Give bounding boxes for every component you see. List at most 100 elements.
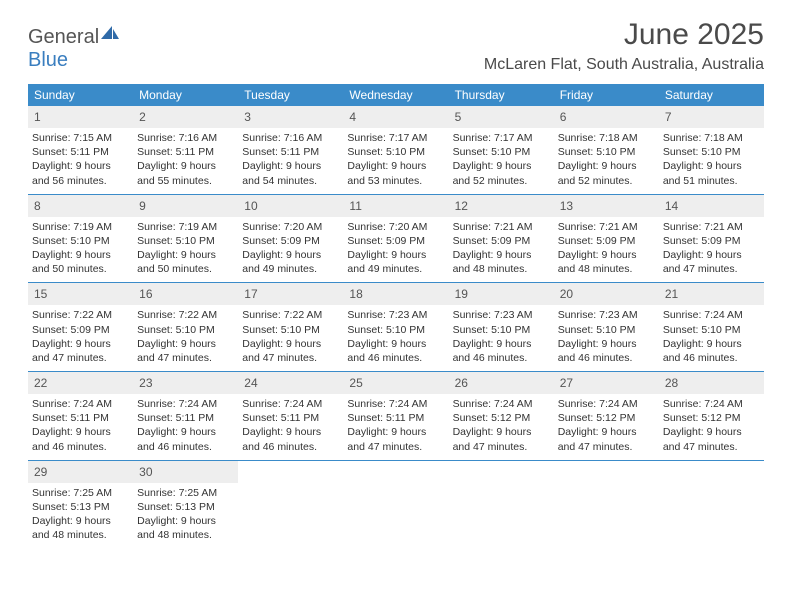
day-number-row: 2 bbox=[133, 106, 238, 128]
calendar-day: 3Sunrise: 7:16 AMSunset: 5:11 PMDaylight… bbox=[238, 106, 343, 194]
calendar-day: 5Sunrise: 7:17 AMSunset: 5:10 PMDaylight… bbox=[449, 106, 554, 194]
day-number: 22 bbox=[34, 376, 47, 390]
calendar-day: 4Sunrise: 7:17 AMSunset: 5:10 PMDaylight… bbox=[343, 106, 448, 194]
day-number-row: 29 bbox=[28, 461, 133, 483]
day-info-line: and 47 minutes. bbox=[663, 262, 760, 276]
day-info-line: Sunset: 5:12 PM bbox=[453, 411, 550, 425]
calendar-day: 28Sunrise: 7:24 AMSunset: 5:12 PMDayligh… bbox=[659, 372, 764, 460]
day-info-line: Daylight: 9 hours bbox=[32, 248, 129, 262]
day-info-line: Daylight: 9 hours bbox=[347, 248, 444, 262]
day-number: 2 bbox=[139, 110, 146, 124]
day-info-line: Daylight: 9 hours bbox=[347, 159, 444, 173]
day-info-line: Sunset: 5:10 PM bbox=[137, 234, 234, 248]
day-number-row: 15 bbox=[28, 283, 133, 305]
day-info-line: and 48 minutes. bbox=[558, 262, 655, 276]
day-info-line: Sunset: 5:09 PM bbox=[453, 234, 550, 248]
day-number: 27 bbox=[560, 376, 573, 390]
day-info-line: Daylight: 9 hours bbox=[242, 425, 339, 439]
day-info-line: Sunrise: 7:23 AM bbox=[347, 308, 444, 322]
sail-icon bbox=[101, 26, 119, 45]
day-info-line: Sunset: 5:11 PM bbox=[32, 411, 129, 425]
day-number-row: 5 bbox=[449, 106, 554, 128]
weekday-header: Wednesday bbox=[343, 84, 448, 106]
day-number: 19 bbox=[455, 287, 468, 301]
day-info-line: Daylight: 9 hours bbox=[137, 159, 234, 173]
day-info-line: Daylight: 9 hours bbox=[32, 514, 129, 528]
day-info-line: Sunset: 5:10 PM bbox=[32, 234, 129, 248]
calendar-day: 17Sunrise: 7:22 AMSunset: 5:10 PMDayligh… bbox=[238, 283, 343, 371]
day-info-line: Daylight: 9 hours bbox=[663, 248, 760, 262]
day-info-line: and 46 minutes. bbox=[137, 440, 234, 454]
calendar-week: 22Sunrise: 7:24 AMSunset: 5:11 PMDayligh… bbox=[28, 372, 764, 461]
day-info-line: Sunset: 5:11 PM bbox=[242, 145, 339, 159]
day-number: 28 bbox=[665, 376, 678, 390]
day-info-line: Sunset: 5:10 PM bbox=[558, 323, 655, 337]
calendar-day: 19Sunrise: 7:23 AMSunset: 5:10 PMDayligh… bbox=[449, 283, 554, 371]
day-number-row: 20 bbox=[554, 283, 659, 305]
day-number: 18 bbox=[349, 287, 362, 301]
day-number: 14 bbox=[665, 199, 678, 213]
calendar-day: 6Sunrise: 7:18 AMSunset: 5:10 PMDaylight… bbox=[554, 106, 659, 194]
day-info-line: Daylight: 9 hours bbox=[663, 337, 760, 351]
weekday-header: Sunday bbox=[28, 84, 133, 106]
calendar-day: 9Sunrise: 7:19 AMSunset: 5:10 PMDaylight… bbox=[133, 195, 238, 283]
day-info-line: and 47 minutes. bbox=[347, 440, 444, 454]
weekday-header: Thursday bbox=[449, 84, 554, 106]
day-number-row: 23 bbox=[133, 372, 238, 394]
day-info-line: Sunrise: 7:24 AM bbox=[32, 397, 129, 411]
day-info-line: and 55 minutes. bbox=[137, 174, 234, 188]
day-info-line: and 47 minutes. bbox=[558, 440, 655, 454]
calendar-day: 15Sunrise: 7:22 AMSunset: 5:09 PMDayligh… bbox=[28, 283, 133, 371]
page-header: General Blue June 2025 McLaren Flat, Sou… bbox=[28, 18, 764, 74]
day-info-line: Sunset: 5:09 PM bbox=[558, 234, 655, 248]
day-info-line: Sunset: 5:10 PM bbox=[347, 145, 444, 159]
day-info-line: and 50 minutes. bbox=[32, 262, 129, 276]
day-info-line: Sunrise: 7:24 AM bbox=[347, 397, 444, 411]
day-info-line: Sunset: 5:10 PM bbox=[453, 145, 550, 159]
day-number: 3 bbox=[244, 110, 251, 124]
calendar-day: 22Sunrise: 7:24 AMSunset: 5:11 PMDayligh… bbox=[28, 372, 133, 460]
day-info-line: and 46 minutes. bbox=[242, 440, 339, 454]
day-number: 16 bbox=[139, 287, 152, 301]
day-number-row: 25 bbox=[343, 372, 448, 394]
day-info-line: Sunset: 5:09 PM bbox=[347, 234, 444, 248]
day-info-line: Sunrise: 7:22 AM bbox=[242, 308, 339, 322]
calendar-day: 7Sunrise: 7:18 AMSunset: 5:10 PMDaylight… bbox=[659, 106, 764, 194]
weekday-header: Friday bbox=[554, 84, 659, 106]
day-info-line: and 46 minutes. bbox=[32, 440, 129, 454]
weekday-header: Tuesday bbox=[238, 84, 343, 106]
day-number: 5 bbox=[455, 110, 462, 124]
day-info-line: Daylight: 9 hours bbox=[137, 337, 234, 351]
day-info-line: Daylight: 9 hours bbox=[558, 159, 655, 173]
day-info-line: Sunrise: 7:19 AM bbox=[137, 220, 234, 234]
day-number-row: 13 bbox=[554, 195, 659, 217]
day-number: 7 bbox=[665, 110, 672, 124]
calendar-day: 1Sunrise: 7:15 AMSunset: 5:11 PMDaylight… bbox=[28, 106, 133, 194]
day-info-line: and 48 minutes. bbox=[32, 528, 129, 542]
day-info-line: Sunset: 5:11 PM bbox=[347, 411, 444, 425]
calendar-page: General Blue June 2025 McLaren Flat, Sou… bbox=[0, 0, 792, 548]
day-info-line: Sunrise: 7:22 AM bbox=[137, 308, 234, 322]
day-info-line: Sunrise: 7:15 AM bbox=[32, 131, 129, 145]
day-number-row: 1 bbox=[28, 106, 133, 128]
day-info-line: Sunset: 5:10 PM bbox=[558, 145, 655, 159]
day-number: 4 bbox=[349, 110, 356, 124]
title-block: June 2025 McLaren Flat, South Australia,… bbox=[484, 18, 764, 74]
calendar-day: 13Sunrise: 7:21 AMSunset: 5:09 PMDayligh… bbox=[554, 195, 659, 283]
day-info-line: Sunrise: 7:21 AM bbox=[453, 220, 550, 234]
day-info-line: Sunset: 5:11 PM bbox=[137, 145, 234, 159]
day-info-line: and 49 minutes. bbox=[242, 262, 339, 276]
calendar-day: 16Sunrise: 7:22 AMSunset: 5:10 PMDayligh… bbox=[133, 283, 238, 371]
day-info-line: Sunrise: 7:16 AM bbox=[137, 131, 234, 145]
calendar-grid: Sunday Monday Tuesday Wednesday Thursday… bbox=[28, 84, 764, 548]
day-info-line: Daylight: 9 hours bbox=[453, 248, 550, 262]
day-info-line: Sunrise: 7:23 AM bbox=[558, 308, 655, 322]
calendar-day bbox=[659, 461, 764, 549]
calendar-day: 18Sunrise: 7:23 AMSunset: 5:10 PMDayligh… bbox=[343, 283, 448, 371]
day-number: 26 bbox=[455, 376, 468, 390]
calendar-day bbox=[343, 461, 448, 549]
day-info-line: and 49 minutes. bbox=[347, 262, 444, 276]
day-number: 23 bbox=[139, 376, 152, 390]
day-info-line: Daylight: 9 hours bbox=[663, 159, 760, 173]
day-info-line: Daylight: 9 hours bbox=[32, 159, 129, 173]
